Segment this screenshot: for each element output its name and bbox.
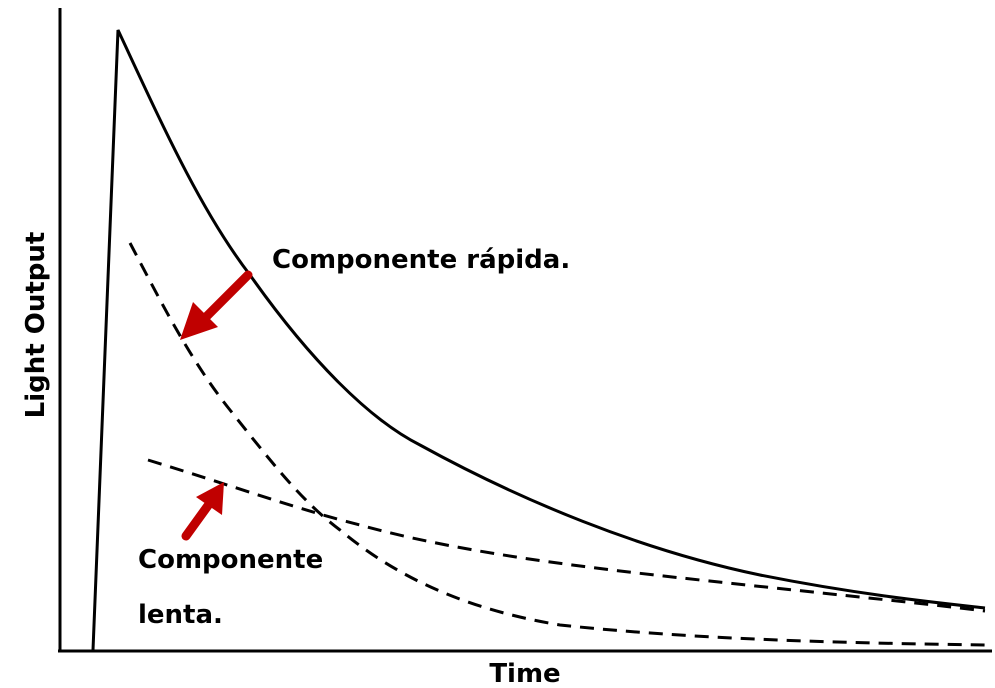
annotation-slow-line: Componente xyxy=(138,545,323,575)
annotation-slow-line: lenta. xyxy=(138,600,223,630)
arrow-fast xyxy=(180,270,253,340)
y-axis-label: Light Output xyxy=(21,232,51,419)
arrow-slow xyxy=(181,482,224,541)
x-axis-label: Time xyxy=(489,659,560,688)
total-curve xyxy=(91,29,986,651)
annotation-fast: Componente rápida. xyxy=(272,245,570,275)
fast-component-curve xyxy=(128,242,986,647)
slow-component-curve xyxy=(147,458,986,613)
